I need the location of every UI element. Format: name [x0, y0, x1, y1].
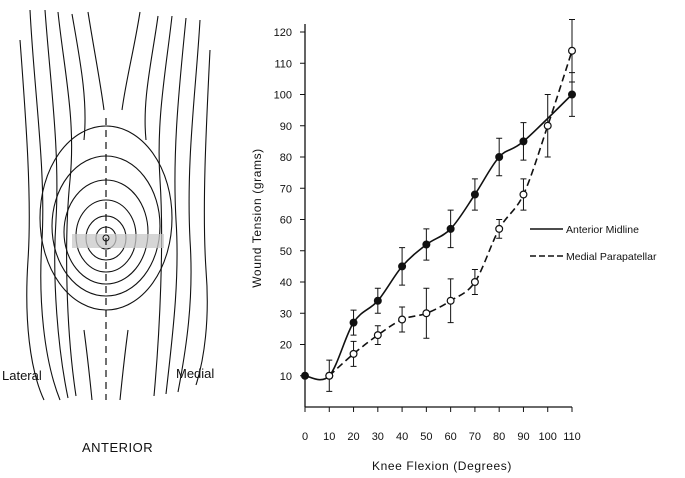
y-tick-label: 80: [280, 152, 292, 164]
y-tick-label: 10: [280, 371, 292, 383]
data-point: [422, 309, 431, 318]
data-point: [495, 224, 504, 233]
data-point: [568, 46, 577, 55]
x-axis-label: Knee Flexion (Degrees): [372, 459, 512, 473]
x-tick-label: 100: [539, 431, 557, 443]
data-point: [398, 262, 407, 271]
knee-skin-tension-diagram: [19, 9, 211, 401]
x-tick-label: 30: [372, 431, 384, 443]
data-point: [446, 296, 455, 305]
data-point: [398, 315, 407, 324]
x-tick-label: 0: [302, 431, 308, 443]
data-point: [422, 240, 431, 249]
y-tick-label: 90: [280, 121, 292, 133]
wound-tension-chart: 0 10 20 30 40 50 60 70 80 90 100 110 10 20 30 40 50 60 70 8…: [250, 19, 657, 473]
series-anterior-midline: [300, 72, 577, 381]
x-tick-label: 110: [563, 431, 581, 443]
legend-label: Medial Parapatellar: [566, 251, 657, 263]
data-point: [373, 296, 382, 305]
anterior-view-label: ANTERIOR: [82, 440, 154, 455]
data-point: [543, 121, 552, 130]
chart-legend: Anterior Midline Medial Parapatellar: [530, 224, 657, 263]
chart-series: [300, 19, 577, 392]
data-point: [519, 190, 528, 199]
data-point: [300, 371, 309, 380]
data-point: [495, 153, 504, 162]
legend-label: Anterior Midline: [566, 224, 639, 236]
data-point: [373, 331, 382, 340]
x-tick-label: 10: [323, 431, 335, 443]
data-point: [519, 137, 528, 146]
x-tick-label: 60: [445, 431, 457, 443]
patella-center: [102, 234, 110, 242]
y-tick-label: 60: [280, 215, 292, 227]
data-point: [325, 371, 334, 380]
x-tick-label: 50: [420, 431, 432, 443]
series-line: [304, 93, 573, 381]
y-axis-label: Wound Tension (grams): [250, 148, 264, 288]
data-point: [470, 278, 479, 287]
series-medial-parapatellar: [325, 19, 577, 392]
x-tick-label: 20: [347, 431, 359, 443]
y-tick-label: 20: [280, 340, 292, 352]
medial-label: Medial: [176, 366, 215, 381]
y-tick-label: 110: [274, 58, 292, 70]
y-tick-label: 70: [280, 183, 292, 195]
y-tick-label: 30: [280, 308, 292, 320]
x-tick-label: 80: [493, 431, 505, 443]
y-tick-label: 50: [280, 246, 292, 258]
data-point: [349, 318, 358, 327]
data-point: [470, 190, 479, 199]
incision-band: [72, 234, 164, 248]
data-point: [446, 224, 455, 233]
y-tick-label: 40: [280, 277, 292, 289]
data-point: [349, 349, 358, 358]
x-tick-label: 70: [469, 431, 481, 443]
skin-tension-lines: [19, 9, 211, 401]
y-tick-label: 100: [274, 90, 292, 102]
data-point: [568, 90, 577, 99]
x-tick-label: 40: [396, 431, 408, 443]
chart-axes: 0 10 20 30 40 50 60 70 80 90 100 110 10 20 30 40 50 60 70 8…: [274, 24, 581, 443]
lateral-label: Lateral: [2, 368, 42, 383]
x-tick-label: 90: [517, 431, 529, 443]
y-tick-label: 120: [274, 27, 292, 39]
